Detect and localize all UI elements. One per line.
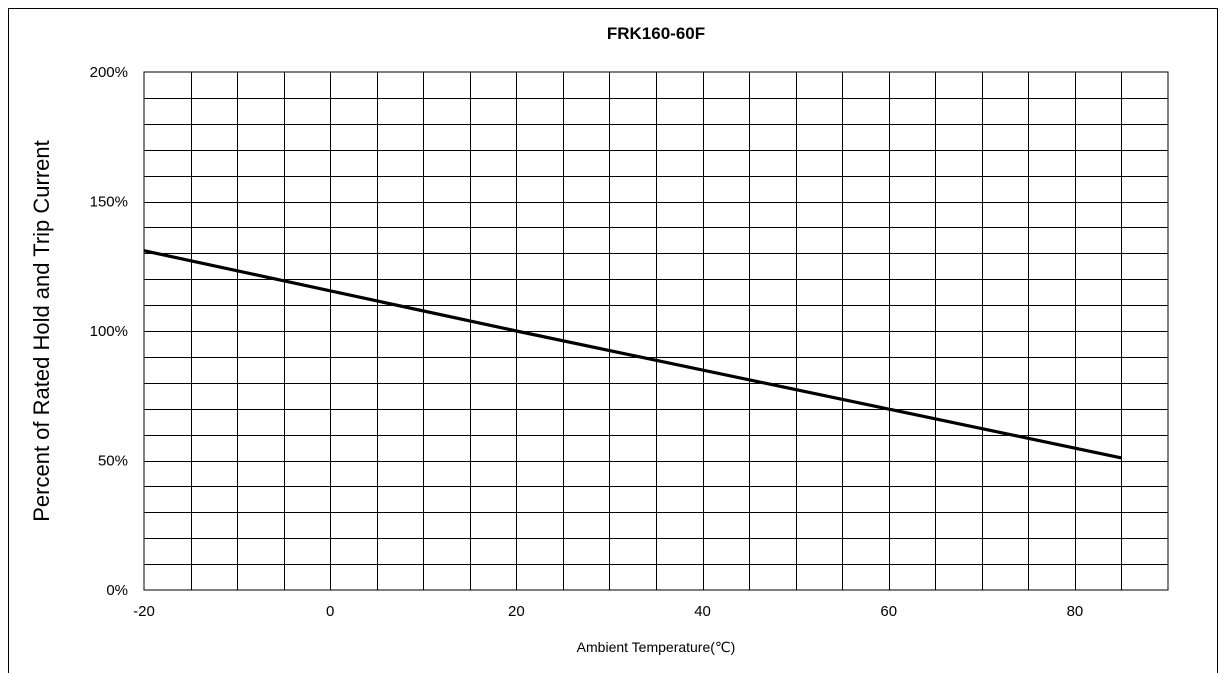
y-tick-label: 150% <box>90 194 128 211</box>
y-tick-label: 50% <box>98 453 128 470</box>
y-tick-labels: 0% 50% 100% 150% 200% <box>90 64 128 599</box>
x-tick-label: 60 <box>880 603 897 620</box>
plot-border <box>143 71 1169 591</box>
chart-title: FRK160-60F <box>607 24 705 43</box>
x-tick-label: 0 <box>326 603 334 620</box>
series-line-1 <box>143 249 1122 460</box>
x-tick-label: 80 <box>1067 603 1084 620</box>
x-axis-label: Ambient Temperature(℃) <box>577 639 736 655</box>
x-tick-label: -20 <box>133 603 155 620</box>
grid <box>144 72 1168 590</box>
x-tick-label: 40 <box>694 603 711 620</box>
x-tick-labels: -20 0 20 40 60 80 <box>133 603 1083 620</box>
x-tick-label: 20 <box>508 603 525 620</box>
y-tick-label: 100% <box>90 323 128 340</box>
chart-frame <box>8 8 1218 673</box>
y-axis-label: Percent of Rated Hold and Trip Current <box>29 140 54 522</box>
series-group <box>143 249 1122 460</box>
y-tick-label: 0% <box>106 582 128 599</box>
y-tick-label: 200% <box>90 64 128 81</box>
